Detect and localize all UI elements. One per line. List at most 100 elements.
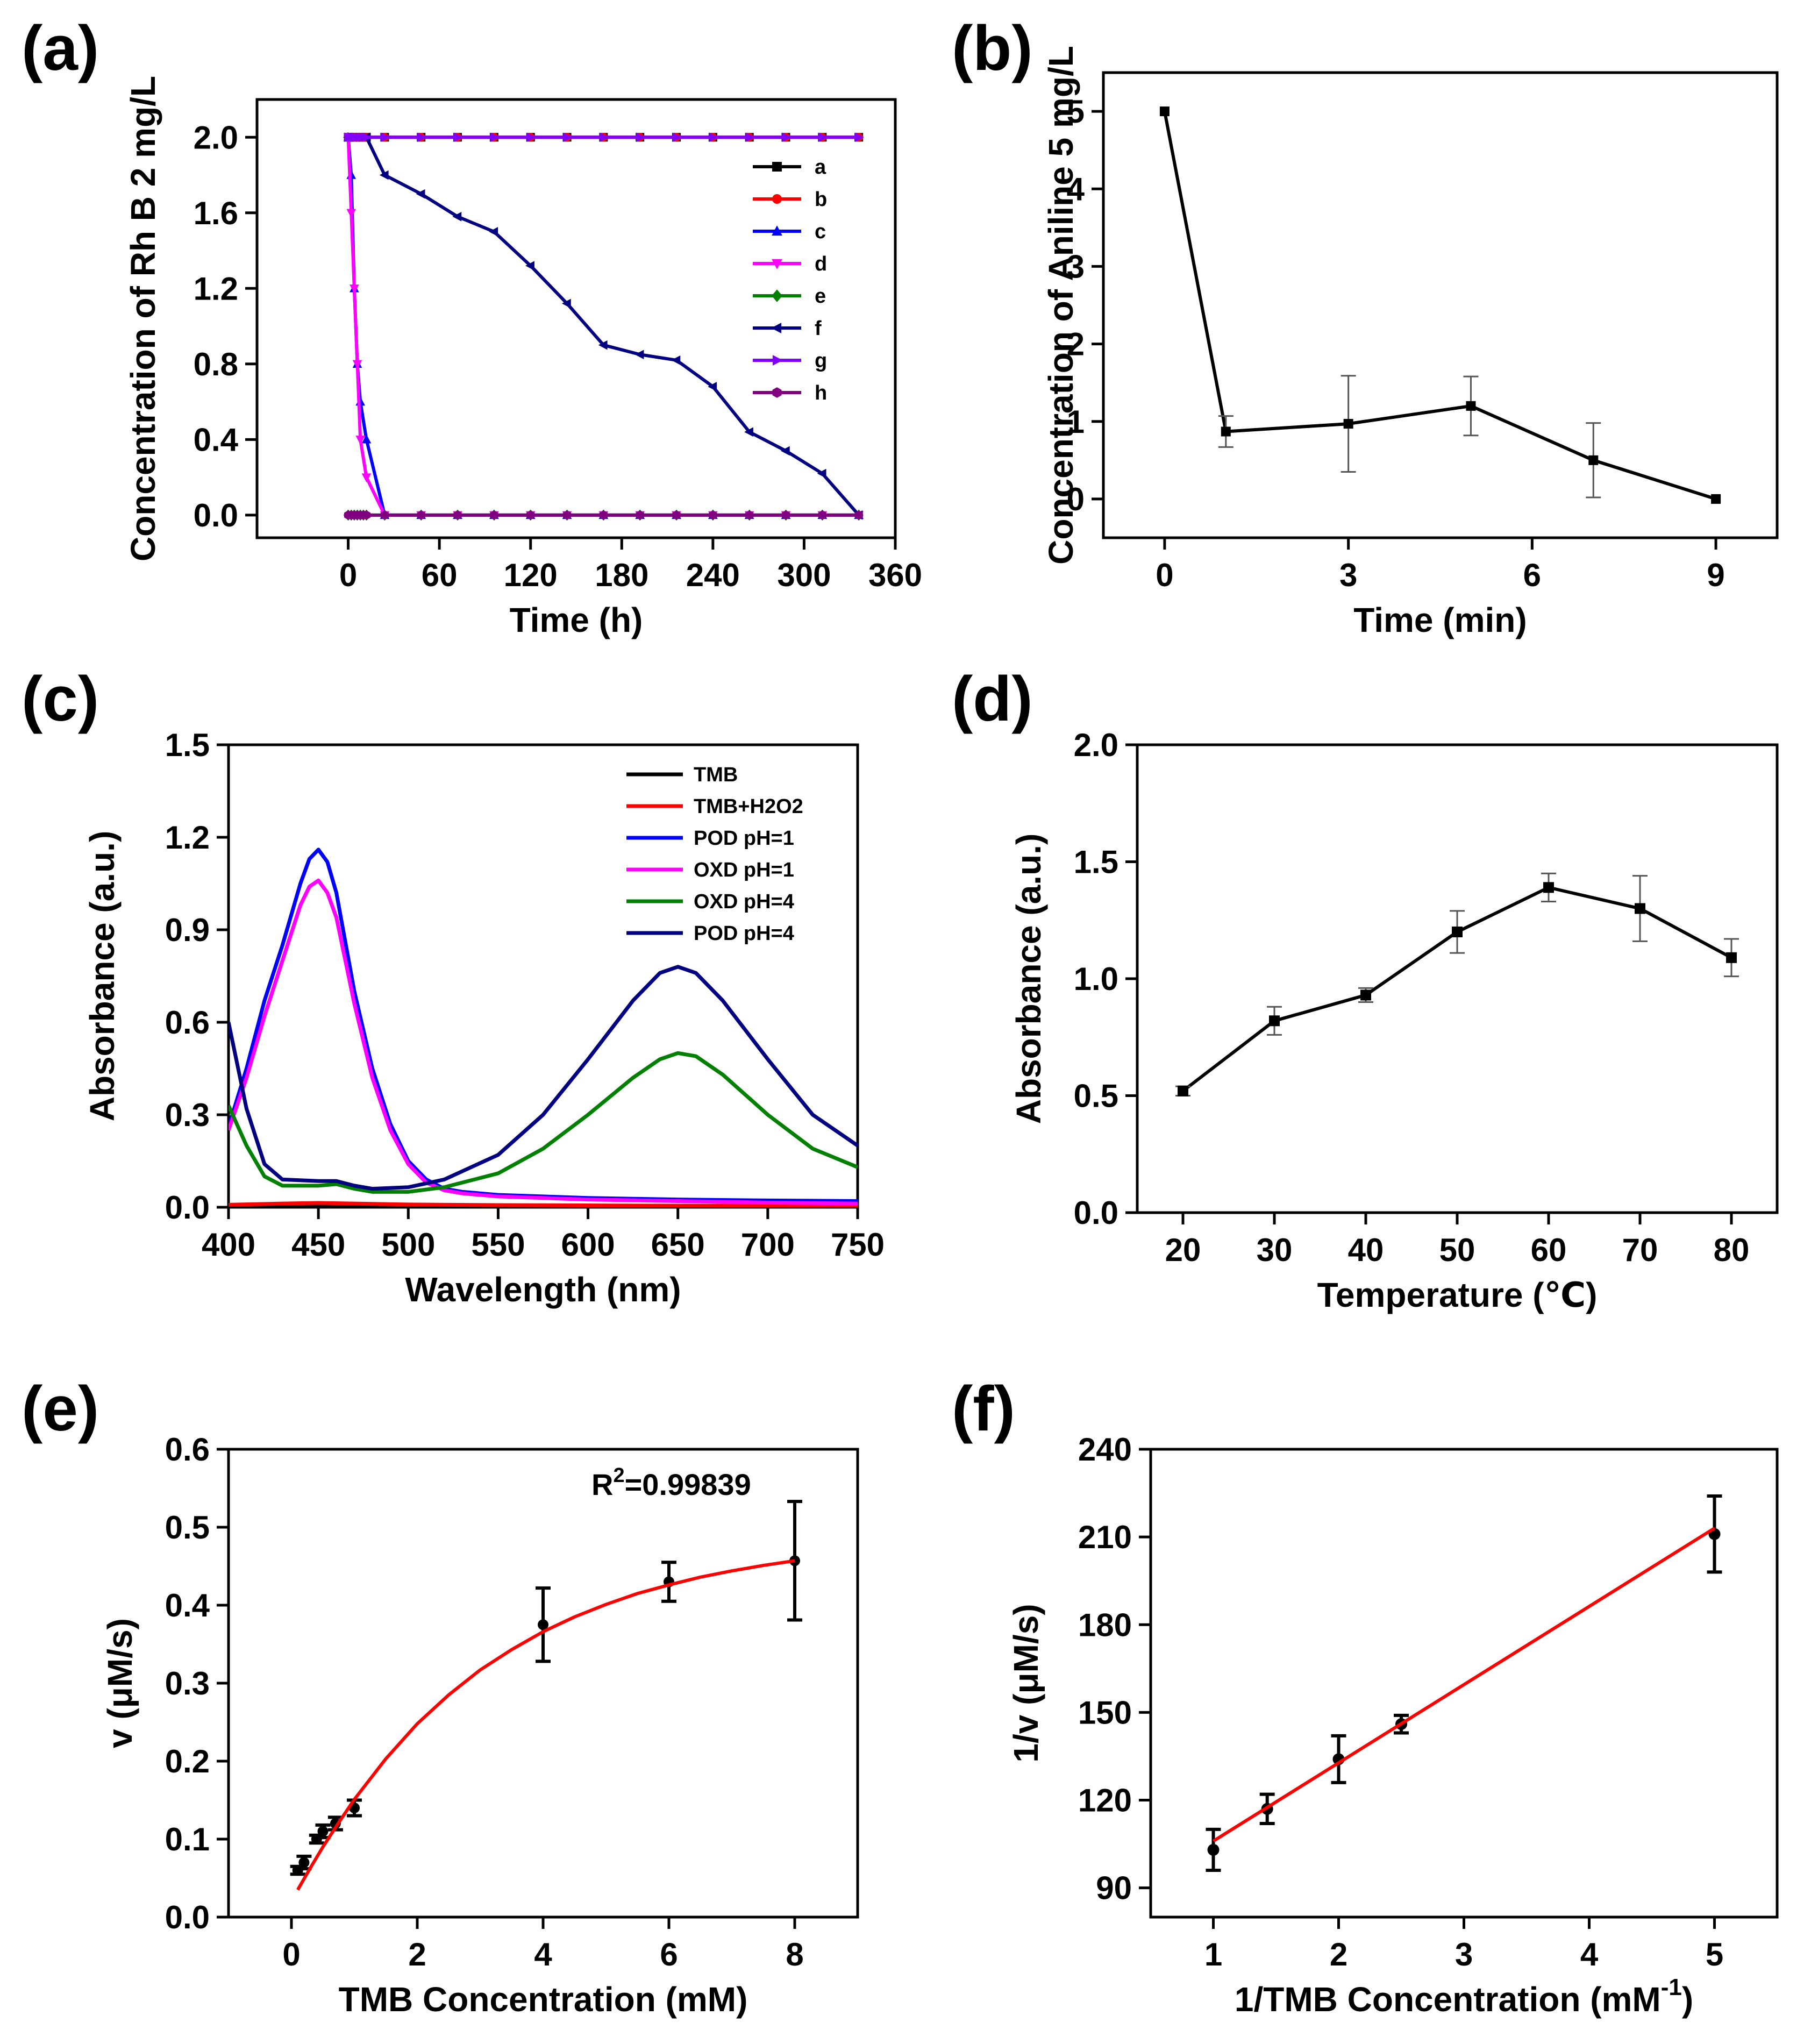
- x-tick-label: 750: [831, 1227, 885, 1263]
- legend-label: OXD pH=1: [694, 859, 794, 881]
- y-tick-label: 4: [1067, 171, 1085, 207]
- y-tick-label: 210: [1078, 1519, 1132, 1555]
- y-tick-label: 5: [1067, 94, 1085, 130]
- data-point: [854, 132, 864, 143]
- y-tick-label: 0: [1067, 481, 1085, 517]
- data-point: [744, 427, 753, 437]
- panel-label: (f): [952, 1373, 1015, 1444]
- data-point: [1543, 882, 1554, 893]
- y-tick-label: 0.9: [165, 912, 210, 948]
- x-tick-label: 3: [1455, 1936, 1473, 1972]
- series-c: [343, 132, 864, 519]
- series-fit: [296, 1559, 795, 1891]
- legend-label: d: [815, 253, 827, 275]
- data-point: [1360, 989, 1371, 1001]
- x-axis-title-text: TMB Concentration (mM): [339, 1980, 748, 2019]
- y-tick-label: 90: [1096, 1870, 1132, 1906]
- legend-marker: [772, 162, 782, 172]
- series-aniline-line: [1163, 111, 1716, 501]
- data-point: [1711, 494, 1721, 504]
- y-tick-label: 3: [1067, 248, 1085, 284]
- x-axis-title-text: 1/TMB Concentration (mM: [1235, 1980, 1661, 2019]
- data-point: [380, 510, 389, 520]
- x-tick-label: 9: [1707, 557, 1724, 593]
- x-tick-label: 2: [408, 1936, 426, 1972]
- data-point: [362, 510, 371, 520]
- x-tick-label: 180: [595, 557, 648, 593]
- data-point: [453, 510, 462, 520]
- data-point: [671, 355, 681, 365]
- data-point: [1178, 1085, 1188, 1096]
- y-tick-label: 240: [1078, 1431, 1132, 1468]
- chart-panel-b: (b) 0 3 6 9 0 1 2 3 4 5 Time (min) Concentration of …: [952, 13, 1779, 639]
- legend-label: POD pH=1: [694, 827, 794, 850]
- data-point: [636, 510, 644, 520]
- series-tmb-h2o2-line: [229, 1201, 858, 1207]
- x-axis-title: 1/TMB Concentration (mM-1): [1235, 1974, 1693, 2019]
- y-axis-title: Concentration of Aniline 5 mg/L: [1042, 46, 1080, 565]
- y-axis-title: Absorbance (a.u.): [1009, 834, 1048, 1124]
- y-tick-label: 0.0: [165, 1190, 210, 1226]
- x-axis-title: TMB Concentration (mM): [339, 1980, 748, 2019]
- x-tick-label: 700: [741, 1227, 795, 1263]
- legend-label: g: [815, 350, 827, 372]
- y-tick-label: 180: [1078, 1607, 1132, 1643]
- y-tick-label: 0.6: [165, 1005, 210, 1041]
- data-point: [745, 510, 754, 520]
- data-point: [452, 212, 462, 222]
- data-point: [1207, 1843, 1220, 1856]
- legend-marker: [772, 259, 782, 269]
- axes-frame: [1136, 743, 1779, 1214]
- legend-label: b: [815, 188, 827, 211]
- x-tick-label: 70: [1622, 1232, 1658, 1268]
- y-tick-label: 0.3: [165, 1097, 210, 1133]
- data-point: [782, 132, 792, 143]
- plot-area: [229, 847, 858, 1207]
- y-tick-label: 2.0: [194, 119, 238, 155]
- data-point: [379, 170, 389, 180]
- x-tick-label: 1: [1204, 1936, 1222, 1972]
- x-axis-title-text: Time (h): [510, 601, 643, 639]
- series-f: [343, 132, 863, 520]
- series-g: [344, 132, 864, 143]
- x-tick-label: 500: [381, 1227, 435, 1263]
- legend-label: h: [815, 382, 827, 404]
- y-tick-label: 0.6: [165, 1431, 210, 1468]
- y-axis-title: Absorbance (a.u.): [83, 831, 122, 1122]
- y-tick-label: 2.0: [1074, 727, 1118, 763]
- y-tick-label: 0.2: [165, 1743, 210, 1779]
- panel-label: (a): [22, 13, 99, 84]
- x-axis-title-superscript: -1: [1661, 1974, 1682, 2000]
- data-point: [780, 446, 790, 456]
- series-tmb-h2o2: [229, 1201, 858, 1207]
- y-tick-label: 0.5: [165, 1509, 210, 1546]
- x-tick-label: 0: [339, 557, 357, 593]
- plot-area: [1206, 1494, 1722, 1872]
- axes-frame: [1102, 71, 1779, 539]
- data-point: [346, 209, 357, 218]
- series-data: [290, 1500, 802, 1876]
- x-tick-label: 0: [1156, 557, 1173, 593]
- data-point: [381, 132, 390, 143]
- data-point: [361, 434, 372, 444]
- y-tick-label: 0.4: [194, 422, 239, 458]
- chart-panel-c: (c) 400 450 500 550 600 650 700 750 0.0 0.3 0.6 0.9 1…: [22, 664, 885, 1309]
- legend-marker: [772, 225, 782, 236]
- x-tick-label: 360: [868, 557, 922, 593]
- annotation-suffix: =0.99839: [625, 1468, 751, 1501]
- y-tick-label: 0.1: [165, 1821, 210, 1857]
- x-axis-title: Wavelength (nm): [405, 1270, 681, 1309]
- series-fit-line: [1212, 1527, 1716, 1843]
- data-point: [818, 510, 826, 520]
- series-oxd-ph-4: [229, 1051, 858, 1194]
- y-tick-label: 1: [1067, 404, 1085, 440]
- series-fit-line: [296, 1559, 795, 1891]
- data-point: [352, 360, 362, 369]
- legend-label: TMB: [694, 764, 738, 786]
- legend-label: f: [815, 317, 822, 340]
- legend-label: OXD pH=4: [694, 891, 794, 913]
- data-point: [672, 510, 681, 520]
- x-axis-title-text: Temperature (℃): [1317, 1276, 1598, 1314]
- legend-marker: [771, 323, 782, 333]
- y-tick-label: 0.8: [194, 346, 238, 382]
